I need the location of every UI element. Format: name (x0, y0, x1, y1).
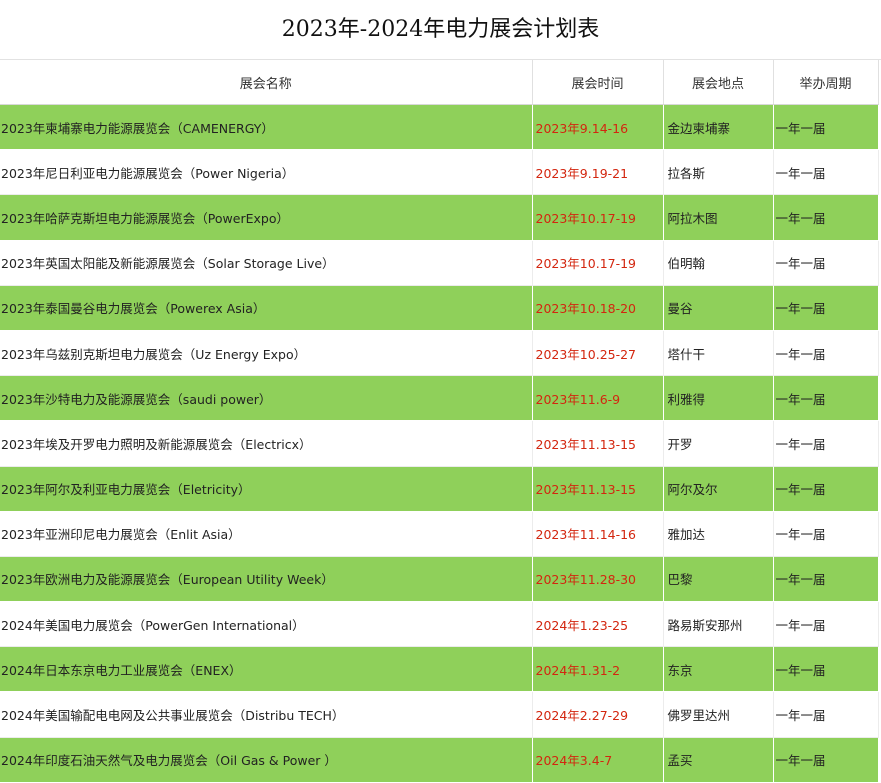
table-row: 2024年印度石油天然气及电力展览会（Oil Gas & Power ） 202… (0, 737, 879, 783)
exhibition-name: 2023年柬埔寨电力能源展览会（CAMENERGY） (0, 104, 533, 151)
exhibition-name: 2024年日本东京电力工业展览会（ENEX） (0, 646, 533, 693)
exhibition-time: 2023年10.18-20 (532, 285, 664, 331)
table-row: 2024年美国输配电电网及公共事业展览会（Distribu TECH） 2024… (0, 691, 879, 738)
table-row: 2024年日本东京电力工业展览会（ENEX） 2024年1.31-2 东京 一年… (0, 646, 879, 693)
table-row: 2023年英国太阳能及新能源展览会（Solar Storage Live） 20… (0, 240, 879, 286)
exhibition-name: 2023年沙特电力及能源展览会（saudi power） (0, 375, 533, 422)
exhibition-time: 2023年9.19-21 (532, 149, 664, 196)
header-name: 展会名称 (0, 60, 533, 105)
exhibition-location: 东京 (663, 646, 774, 693)
exhibition-name: 2023年阿尔及利亚电力展览会（Eletricity） (0, 466, 533, 512)
exhibition-location: 塔什干 (663, 330, 774, 377)
exhibition-location: 金边柬埔寨 (663, 104, 774, 151)
exhibition-name: 2023年英国太阳能及新能源展览会（Solar Storage Live） (0, 240, 533, 286)
table-row: 2023年沙特电力及能源展览会（saudi power） 2023年11.6-9… (0, 375, 879, 422)
table-row: 2023年尼日利亚电力能源展览会（Power Nigeria） 2023年9.1… (0, 149, 879, 196)
exhibition-location: 佛罗里达州 (663, 691, 774, 738)
exhibition-name: 2023年亚洲印尼电力展览会（Enlit Asia） (0, 511, 533, 557)
exhibition-cycle: 一年一届 (773, 556, 879, 603)
exhibition-name: 2023年哈萨克斯坦电力能源展览会（PowerExpo） (0, 194, 533, 241)
exhibition-time: 2023年11.13-15 (532, 466, 664, 512)
exhibition-time: 2023年10.17-19 (532, 194, 664, 241)
exhibition-cycle: 一年一届 (773, 466, 879, 512)
exhibition-location: 拉各斯 (663, 149, 774, 196)
exhibition-time: 2024年2.27-29 (532, 691, 664, 738)
exhibition-cycle: 一年一届 (773, 104, 879, 151)
exhibition-cycle: 一年一届 (773, 285, 879, 331)
exhibition-name: 2023年乌兹别克斯坦电力展览会（Uz Energy Expo） (0, 330, 533, 377)
table-row: 2023年欧洲电力及能源展览会（European Utility Week） 2… (0, 556, 879, 603)
table-row: 2023年哈萨克斯坦电力能源展览会（PowerExpo） 2023年10.17-… (0, 194, 879, 241)
exhibition-time: 2024年1.31-2 (532, 646, 664, 693)
table-row: 2023年亚洲印尼电力展览会（Enlit Asia） 2023年11.14-16… (0, 511, 879, 557)
exhibition-name: 2023年尼日利亚电力能源展览会（Power Nigeria） (0, 149, 533, 196)
exhibition-name: 2024年美国输配电电网及公共事业展览会（Distribu TECH） (0, 691, 533, 738)
exhibition-time: 2023年11.28-30 (532, 556, 664, 603)
exhibition-time: 2024年1.23-25 (532, 601, 664, 648)
exhibition-time: 2024年3.4-7 (532, 737, 664, 783)
header-location: 展会地点 (663, 60, 774, 105)
exhibition-location: 阿拉木图 (663, 194, 774, 241)
header-time: 展会时间 (532, 60, 664, 105)
exhibition-name: 2023年欧洲电力及能源展览会（European Utility Week） (0, 556, 533, 603)
exhibition-cycle: 一年一届 (773, 737, 879, 783)
exhibition-time: 2023年10.25-27 (532, 330, 664, 377)
exhibition-location: 利雅得 (663, 375, 774, 422)
exhibition-name: 2024年美国电力展览会（PowerGen International） (0, 601, 533, 648)
exhibition-cycle: 一年一届 (773, 420, 879, 467)
exhibition-location: 巴黎 (663, 556, 774, 603)
table-row: 2023年埃及开罗电力照明及新能源展览会（Electricx） 2023年11.… (0, 420, 879, 467)
exhibition-time: 2023年11.13-15 (532, 420, 664, 467)
exhibition-name: 2023年埃及开罗电力照明及新能源展览会（Electricx） (0, 420, 533, 467)
table-row: 2023年泰国曼谷电力展览会（Powerex Asia） 2023年10.18-… (0, 285, 879, 331)
exhibition-time: 2023年11.6-9 (532, 375, 664, 422)
exhibition-location: 雅加达 (663, 511, 774, 557)
exhibition-location: 孟买 (663, 737, 774, 783)
table-row: 2024年美国电力展览会（PowerGen International） 202… (0, 601, 879, 648)
table-row: 2023年乌兹别克斯坦电力展览会（Uz Energy Expo） 2023年10… (0, 330, 879, 377)
exhibition-time: 2023年11.14-16 (532, 511, 664, 557)
exhibition-cycle: 一年一届 (773, 646, 879, 693)
exhibition-location: 阿尔及尔 (663, 466, 774, 512)
exhibition-cycle: 一年一届 (773, 194, 879, 241)
exhibition-table: 展会名称 展会时间 展会地点 举办周期 2023年柬埔寨电力能源展览会（CAME… (0, 60, 879, 783)
exhibition-location: 开罗 (663, 420, 774, 467)
exhibition-cycle: 一年一届 (773, 511, 879, 557)
exhibition-location: 伯明翰 (663, 240, 774, 286)
exhibition-location: 曼谷 (663, 285, 774, 331)
page-title: 2023年-2024年电力展会计划表 (0, 0, 881, 60)
table-header-row: 展会名称 展会时间 展会地点 举办周期 (0, 60, 879, 105)
exhibition-cycle: 一年一届 (773, 601, 879, 648)
header-cycle: 举办周期 (773, 60, 879, 105)
exhibition-time: 2023年10.17-19 (532, 240, 664, 286)
exhibition-cycle: 一年一届 (773, 375, 879, 422)
exhibition-cycle: 一年一届 (773, 240, 879, 286)
exhibition-location: 路易斯安那州 (663, 601, 774, 648)
exhibition-name: 2024年印度石油天然气及电力展览会（Oil Gas & Power ） (0, 737, 533, 783)
table-row: 2023年柬埔寨电力能源展览会（CAMENERGY） 2023年9.14-16 … (0, 104, 879, 151)
exhibition-cycle: 一年一届 (773, 330, 879, 377)
exhibition-name: 2023年泰国曼谷电力展览会（Powerex Asia） (0, 285, 533, 331)
exhibition-cycle: 一年一届 (773, 149, 879, 196)
exhibition-time: 2023年9.14-16 (532, 104, 664, 151)
table-row: 2023年阿尔及利亚电力展览会（Eletricity） 2023年11.13-1… (0, 466, 879, 512)
exhibition-cycle: 一年一届 (773, 691, 879, 738)
